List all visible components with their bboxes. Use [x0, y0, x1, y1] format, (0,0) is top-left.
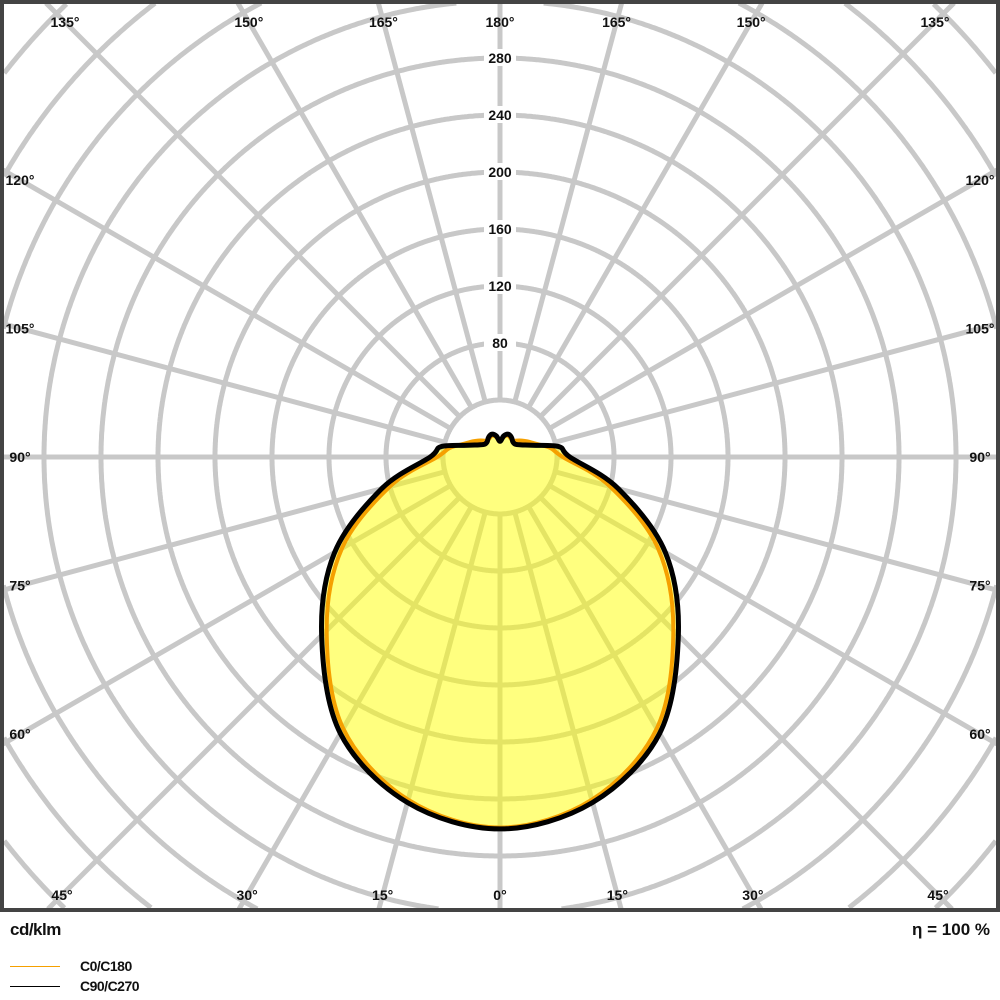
radial-tick-bg — [484, 106, 516, 123]
grid-radial — [235, 1, 474, 409]
grid-circle — [737, 0, 1000, 330]
legend-item-c90: C90/C270 — [10, 976, 140, 996]
radial-tick-label: 80 — [492, 335, 508, 351]
grid-circle — [843, 1, 999, 178]
angle-label: 165° — [602, 14, 631, 30]
angle-label: 30° — [237, 887, 258, 903]
angle-label: 150° — [737, 14, 766, 30]
angle-label: 60° — [969, 726, 990, 742]
grid-circle — [741, 584, 1000, 912]
angle-label: 45° — [51, 887, 72, 903]
grid-circle — [41, 0, 457, 912]
curve-fill — [321, 434, 679, 829]
polar-grid — [0, 0, 1000, 912]
chart-frame — [0, 0, 1000, 912]
grid-circle — [933, 839, 998, 910]
legend: C0/C180 C90/C270 — [10, 956, 140, 996]
grid-circle — [2, 839, 67, 910]
angle-label: 0° — [493, 887, 506, 903]
angle-label: 120° — [6, 172, 35, 188]
radial-tick-bg — [484, 163, 516, 180]
grid-radial — [44, 1, 462, 419]
grid-radial — [1, 167, 452, 431]
angle-label: 105° — [6, 320, 35, 336]
angle-label: 135° — [51, 14, 80, 30]
radial-tick-label: 120 — [488, 278, 512, 294]
radial-tick-bg — [484, 49, 516, 66]
unit-label: cd/klm — [10, 920, 61, 939]
grid-circle — [543, 0, 959, 912]
angle-label: 135° — [921, 14, 950, 30]
legend-label: C90/C270 — [80, 978, 140, 994]
grid-circle — [0, 584, 259, 912]
radial-tick-label: 200 — [488, 164, 512, 180]
radial-tick-label: 160 — [488, 221, 512, 237]
angle-label: 75° — [9, 578, 30, 594]
angle-label: 15° — [607, 887, 628, 903]
axis-labels: 80 120 160 200 240 280 45° 30° 15° 0° 15° 30° 45° 135… — [6, 14, 995, 903]
angle-label: 165° — [369, 14, 398, 30]
grid-radial — [375, 2, 488, 403]
grid-radial — [2, 469, 446, 593]
polar-intensity-chart: 80 120 160 200 240 280 45° 30° 15° 0° 15° 30° 45° 135… — [0, 0, 1000, 912]
angle-label: 105° — [966, 320, 995, 336]
grid-radial — [2, 321, 446, 445]
radial-tick-bg — [484, 277, 516, 294]
legend-label: C0/C180 — [80, 958, 132, 974]
legend-swatch-orange — [10, 965, 60, 967]
grid-circle — [0, 0, 263, 330]
curves — [319, 431, 681, 832]
grid-circle — [1, 1, 157, 178]
angle-label: 90° — [9, 449, 30, 465]
grid-radial — [554, 469, 998, 593]
angle-label: 15° — [372, 887, 393, 903]
legend-item-c0: C0/C180 — [10, 956, 139, 976]
grid-radial — [512, 2, 625, 403]
radial-tick-bg — [484, 220, 516, 237]
angle-label: 150° — [234, 14, 263, 30]
efficiency-label: η = 100 % — [912, 920, 990, 939]
grid-circle — [1, 736, 153, 910]
radial-tick-label: 240 — [488, 107, 512, 123]
angle-label: 90° — [969, 449, 990, 465]
grid-radial — [554, 321, 998, 445]
grid-circle — [847, 736, 999, 910]
angle-label: 120° — [966, 172, 995, 188]
angle-label: 45° — [927, 887, 948, 903]
angle-label: 60° — [9, 726, 30, 742]
curve-c90-c270 — [319, 431, 681, 832]
angle-label: 75° — [969, 578, 990, 594]
grid-radial — [548, 167, 999, 431]
angle-label: 30° — [742, 887, 763, 903]
grid-radial — [526, 1, 765, 409]
radial-tick-label: 280 — [488, 50, 512, 66]
radial-tick-bg — [484, 334, 516, 351]
grid-radial — [538, 1, 956, 419]
angle-label: 180° — [486, 14, 515, 30]
legend-swatch-black — [10, 985, 60, 987]
